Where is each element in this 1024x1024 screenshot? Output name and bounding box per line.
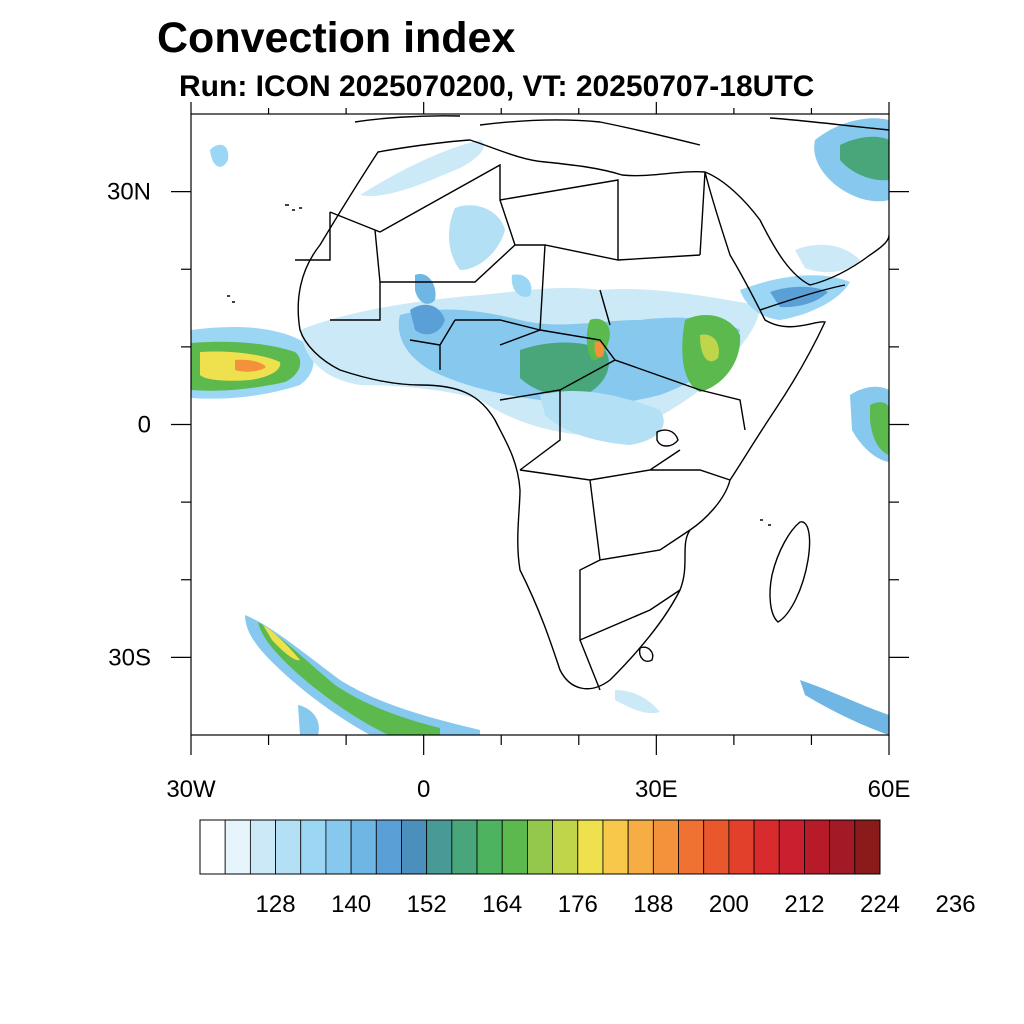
field-algeria-cell: [448, 205, 505, 270]
colorbar-swatch: [375, 819, 402, 875]
colorbar-swatch: [476, 819, 503, 875]
colorbar-swatch: [401, 819, 428, 875]
colorbar-swatch: [577, 819, 604, 875]
colorbar-swatch: [602, 819, 629, 875]
colorbar-label: 128: [256, 891, 296, 918]
field-guinea-core: [410, 304, 445, 335]
colorbar-swatch: [678, 819, 705, 875]
colorbar-swatch: [778, 819, 805, 875]
colorbar-label: 140: [331, 891, 371, 918]
colorbar-swatch: [224, 819, 251, 875]
coastlines-and-borders: [227, 115, 889, 691]
colorbar-swatch: [703, 819, 730, 875]
field-congo-basin: [540, 390, 664, 445]
colorbar: 128 140 152 164 176 188 200 212 224 236: [199, 819, 976, 918]
country-borders: [295, 163, 746, 691]
field-mali-cell: [415, 274, 436, 304]
colorbar-label: 188: [633, 891, 673, 918]
colorbar-swatch: [350, 819, 377, 875]
axis-labels: 30W 0 30E 60E 30N 0 30S: [107, 179, 910, 803]
colorbar-swatch: [249, 819, 276, 875]
colorbar-swatch: [501, 819, 528, 875]
colorbar-label: 236: [936, 891, 976, 918]
field-saudi-haze: [795, 244, 860, 273]
colorbar-swatch: [199, 819, 226, 875]
colorbar-swatch: [527, 819, 553, 875]
lake-victoria: [656, 429, 679, 447]
arabia-coastline: [704, 171, 889, 311]
field-gulf-core: [840, 136, 889, 181]
field-south-cell-2: [298, 705, 319, 735]
comoros-islands: [760, 519, 771, 526]
colorbar-label: 164: [482, 891, 522, 918]
cape-verde-islands: [227, 295, 235, 303]
europe-coastline: [354, 115, 889, 146]
field-med-streak: [360, 140, 484, 196]
field-indian-ocean-front: [800, 680, 889, 735]
lesotho-border: [638, 646, 654, 662]
field-south-cell: [615, 690, 660, 714]
field-darfur-peak: [594, 341, 605, 358]
colorbar-label: 152: [407, 891, 447, 918]
lat-tick-label: 30S: [108, 644, 151, 671]
colorbar-swatch: [275, 819, 302, 875]
field-south-atlantic-peak: [263, 625, 300, 661]
colorbar-label: 224: [860, 891, 900, 918]
field-central-african-core: [520, 342, 609, 397]
colorbar-label: 176: [558, 891, 598, 918]
colorbar-swatch: [426, 819, 453, 875]
axis-ticks: [171, 102, 909, 755]
colorbar-swatch: [728, 819, 755, 875]
colorbar-label: 200: [709, 891, 749, 918]
lon-tick-label: 60E: [868, 776, 911, 803]
madagascar-coastline: [769, 521, 811, 623]
map-subtitle: Run: ICON 2025070200, VT: 20250707-18UTC: [179, 70, 815, 103]
colorbar-swatch: [300, 819, 327, 875]
field-niger-cell: [511, 274, 532, 297]
colorbar-swatch: [552, 819, 579, 875]
lon-tick-label: 30W: [166, 776, 216, 803]
colorbar-swatch: [652, 819, 679, 875]
field-south-atlantic-front: [245, 615, 480, 735]
field-azores-cell: [210, 144, 229, 167]
colorbar-swatch: [804, 819, 831, 875]
lat-tick-label: 0: [138, 412, 151, 439]
field-somali-core: [870, 402, 889, 455]
lat-tick-label: 30N: [107, 179, 151, 206]
colorbar-swatch: [325, 819, 352, 875]
colorbar-swatch: [854, 819, 881, 875]
colorbar-swatch: [829, 819, 856, 875]
field-ethiopia-peak: [700, 334, 719, 362]
map-title: Convection index: [157, 14, 516, 62]
field-south-atlantic-core: [258, 622, 440, 735]
colorbar-swatch: [753, 819, 780, 875]
colorbar-swatch: [627, 819, 654, 875]
convection-field: [191, 118, 889, 735]
colorbar-frame: [199, 819, 881, 875]
lon-tick-label: 30E: [635, 776, 678, 803]
field-atlantic-hot: [235, 359, 266, 372]
africa-coastline: [297, 139, 827, 690]
colorbar-label: 212: [784, 891, 824, 918]
colorbar-swatch: [451, 819, 478, 875]
canary-islands: [285, 204, 302, 211]
lon-tick-label: 0: [417, 776, 430, 803]
